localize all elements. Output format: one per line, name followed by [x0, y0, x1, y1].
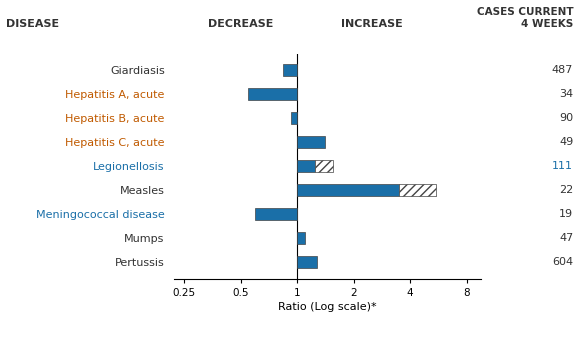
Bar — [399, 184, 436, 197]
Text: DISEASE: DISEASE — [6, 19, 59, 29]
Bar — [248, 88, 297, 101]
Text: 604: 604 — [552, 257, 573, 267]
Text: CASES CURRENT
4 WEEKS: CASES CURRENT 4 WEEKS — [477, 7, 573, 29]
Bar — [297, 256, 317, 268]
Bar — [297, 232, 305, 245]
Text: 111: 111 — [552, 161, 573, 171]
Text: DECREASE: DECREASE — [208, 19, 273, 29]
Bar — [297, 136, 324, 149]
Text: 47: 47 — [559, 233, 573, 243]
Bar — [297, 160, 316, 173]
Text: 19: 19 — [559, 209, 573, 219]
Text: 90: 90 — [559, 113, 573, 124]
X-axis label: Ratio (Log scale)*: Ratio (Log scale)* — [278, 303, 376, 313]
Text: 22: 22 — [559, 185, 573, 195]
Bar — [316, 160, 333, 173]
Text: INCREASE: INCREASE — [341, 19, 402, 29]
Bar — [297, 184, 399, 197]
Bar — [255, 208, 297, 221]
Text: 49: 49 — [559, 137, 573, 147]
Text: 34: 34 — [559, 90, 573, 100]
Bar — [291, 112, 297, 125]
Bar — [283, 64, 297, 77]
Text: 487: 487 — [552, 66, 573, 76]
